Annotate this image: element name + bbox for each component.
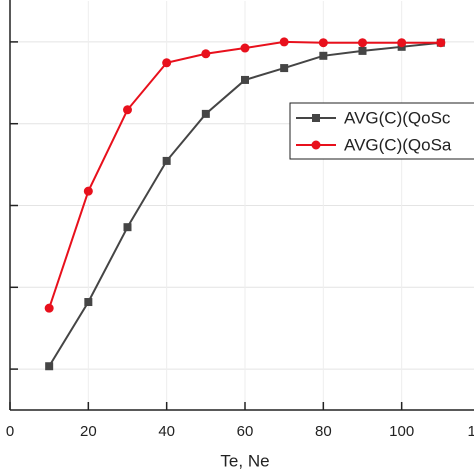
legend: AVG(C)(QoSc AVG(C)(QoSa bbox=[289, 102, 474, 160]
marker bbox=[358, 46, 367, 55]
legend-label: AVG(C)(QoSc bbox=[344, 108, 451, 127]
marker bbox=[44, 303, 54, 313]
marker bbox=[280, 64, 289, 73]
marker bbox=[83, 186, 93, 196]
marker bbox=[123, 223, 132, 232]
x-tick-label: 120 bbox=[467, 423, 474, 440]
legend-marker bbox=[311, 140, 321, 150]
x-axis-label: Te, Ne bbox=[220, 451, 269, 470]
marker bbox=[319, 51, 328, 60]
x-tick-label: 20 bbox=[80, 423, 97, 440]
x-tick-label: 80 bbox=[315, 423, 332, 440]
marker bbox=[318, 38, 328, 48]
marker bbox=[84, 298, 93, 307]
marker bbox=[201, 109, 210, 118]
marker bbox=[241, 75, 249, 84]
legend-label: AVG(C)(QoSa bbox=[344, 135, 452, 154]
marker bbox=[279, 37, 289, 47]
marker bbox=[45, 362, 54, 371]
legend-box bbox=[289, 102, 474, 160]
marker bbox=[162, 156, 171, 165]
x-tick-label: 40 bbox=[158, 423, 175, 440]
marker bbox=[397, 38, 407, 48]
marker bbox=[358, 38, 367, 48]
legend-marker bbox=[312, 114, 320, 122]
marker bbox=[162, 58, 172, 68]
marker bbox=[436, 38, 446, 48]
marker bbox=[201, 49, 211, 59]
marker bbox=[240, 43, 250, 53]
x-tick-label: 60 bbox=[237, 423, 254, 440]
marker bbox=[123, 105, 132, 115]
x-tick-label: 100 bbox=[389, 423, 414, 440]
x-tick-label: 0 bbox=[6, 423, 14, 440]
